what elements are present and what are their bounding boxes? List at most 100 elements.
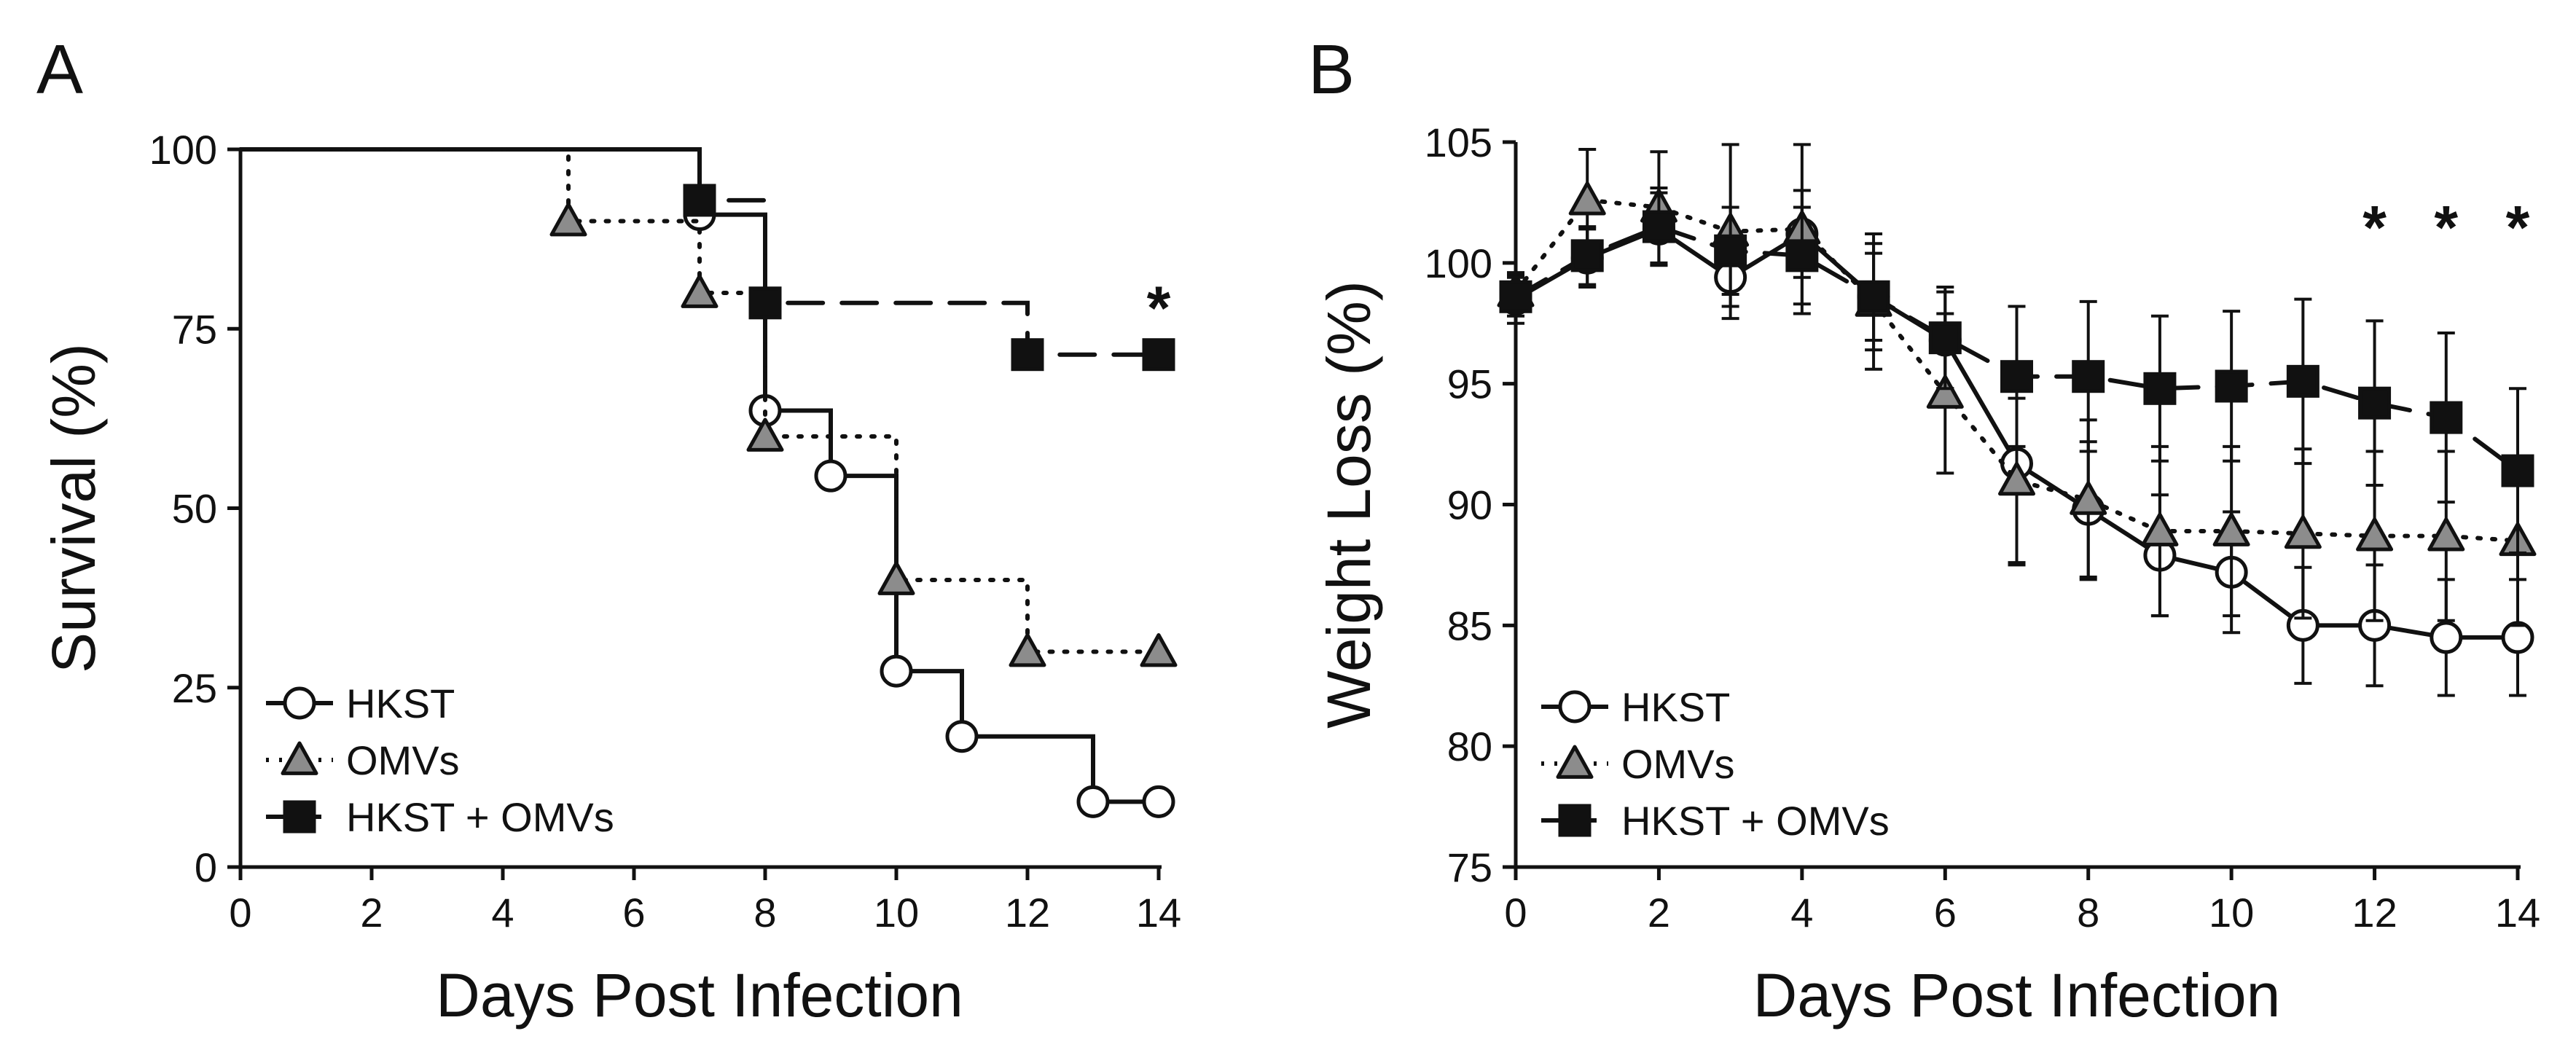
panel-a-significance-star: * — [1147, 274, 1171, 342]
panel-b-y-tick-label: 85 — [1447, 603, 1492, 648]
panel-b-legend-omvs-marker — [1556, 745, 1594, 779]
panel-a-x-tick-label: 10 — [874, 890, 919, 936]
panel-a-series-omvs-point — [1140, 633, 1178, 667]
panel-b-series-hkst-omvs-point — [2072, 360, 2105, 393]
panel-a-x-tick-label: 2 — [360, 890, 383, 936]
panel-b-series-hkst-omvs-point — [1928, 321, 1962, 355]
panel-a-series-hkst-omvs — [238, 147, 1175, 372]
panel-b-x-tick-label: 8 — [2077, 890, 2099, 936]
panel-a-legend-hkst-omvs-marker — [283, 800, 316, 834]
panel-b-series-hkst-omvs-point — [2143, 372, 2177, 405]
panel-a-x-tick-label: 12 — [1005, 890, 1050, 936]
panel-a-legend-omvs-label: OMVs — [346, 737, 460, 783]
panel-b-series-hkst-omvs-point — [2215, 369, 2248, 403]
panel-b-series-omvs-point — [2356, 517, 2394, 552]
panel-a-y-tick-label: 100 — [149, 127, 217, 173]
panel-b-series-hkst-point — [2501, 621, 2534, 654]
panel-a-series-omvs-point — [1009, 633, 1046, 667]
panel-b-series-hkst-omvs-point — [2000, 360, 2033, 393]
panel-a-label: A — [36, 31, 83, 109]
panel-a-legend-hkst-omvs-label: HKST + OMVs — [346, 794, 614, 840]
panel-b-x-tick-label: 6 — [1934, 890, 1957, 936]
panel-b-series-hkst-omvs-point — [1499, 280, 1532, 313]
panel-b-x-tick-label: 10 — [2209, 890, 2254, 936]
panel-a-x-tick-label: 14 — [1136, 890, 1181, 936]
panel-b-chart: 0 2 4 6 8 10 12 14 75 80 85 90 95 100 105 Days Post Inf… — [1315, 119, 2540, 1030]
panel-a-series-omvs-point — [549, 203, 587, 237]
panel-b-series-hkst-omvs-point — [2430, 401, 2463, 434]
panel-b-series-omvs-line — [1514, 197, 2520, 544]
panel-b-x-tick-label: 0 — [1504, 890, 1527, 936]
panel-a-series-omvs — [238, 147, 1178, 667]
panel-b-series-omvs-point — [2141, 512, 2179, 546]
panel-a-chart: 0 2 4 6 8 10 12 14 0 25 50 75 100 Days Post Infection… — [39, 127, 1181, 1030]
panel-b-legend-hkst: HKST — [1541, 684, 1730, 730]
panel-b-y-axis-title: Weight Loss (%) — [1315, 281, 1383, 729]
panel-b-x-tick-label: 4 — [1790, 890, 1813, 936]
panel-b-y-tick-label: 105 — [1425, 119, 1492, 165]
panel-b-legend-hkst-marker — [1558, 690, 1592, 724]
panel-b-legend-hkst-label: HKST — [1621, 684, 1730, 730]
panel-b-series-hkst-point — [2430, 621, 2463, 654]
panel-a-legend-omvs: OMVs — [266, 737, 460, 783]
panel-a-legend-hkst-label: HKST — [346, 681, 455, 726]
panel-b-series-hkst-omvs-point — [2501, 454, 2534, 487]
panel-a-series-hkst-omvs-point — [1011, 338, 1044, 372]
panel-a-series-hkst-point — [814, 459, 847, 493]
panel-b-series-omvs-point — [2070, 481, 2107, 515]
panel-b-series-omvs-point — [2427, 517, 2465, 552]
panel-b-series-omvs-point — [2284, 514, 2322, 549]
panel-a-series-omvs-point — [681, 274, 719, 308]
panel-a-x-tick-label: 4 — [491, 890, 514, 936]
panel-b-x-tick-label: 12 — [2352, 890, 2397, 936]
panel-b-series-hkst-omvs-point — [2358, 386, 2392, 420]
panel-a-series-hkst-omvs-point — [683, 184, 716, 217]
panel-a-series-hkst-point — [1076, 785, 1110, 818]
panel-a-legend-hkst-marker — [283, 686, 316, 720]
panel-b-series-hkst-omvs-point — [2286, 364, 2319, 398]
panel-b-significance-star: * — [2362, 193, 2387, 262]
panel-a-x-tick-label: 8 — [753, 890, 776, 936]
panel-b-series-hkst-omvs-point — [1570, 239, 1604, 272]
panel-a-series-hkst-omvs-line — [238, 147, 1161, 357]
panel-b-series-hkst-omvs-point — [1857, 280, 1890, 313]
panel-b-series-omvs-point — [2212, 512, 2250, 546]
panel-b-y-tick-label: 90 — [1447, 482, 1492, 528]
panel-b-legend-hkst-omvs: HKST + OMVs — [1541, 798, 1890, 844]
panel-a-series-hkst-point — [1142, 785, 1175, 818]
panel-a-y-tick-label: 0 — [195, 844, 217, 890]
panel-b-y-tick-label: 100 — [1425, 240, 1492, 286]
panel-a-series-omvs-point — [746, 417, 784, 452]
panel-b-series-omvs-point — [1998, 461, 2035, 496]
panel-b-significance-star: * — [2506, 193, 2530, 262]
panel-a-legend-omvs-marker — [281, 741, 318, 775]
panel-a-x-tick-label: 0 — [229, 890, 251, 936]
panel-a-y-tick-label: 75 — [172, 306, 217, 352]
panel-a-x-axis-title: Days Post Infection — [436, 961, 963, 1030]
panel-b-series-hkst-omvs-point — [1642, 210, 1675, 243]
panel-a-series-hkst-point — [880, 654, 913, 688]
panel-a-legend-hkst: HKST — [266, 681, 455, 726]
panel-b-legend-omvs: OMVs — [1541, 741, 1735, 787]
panel-b-series-hkst-omvs-point — [1714, 234, 1747, 267]
panel-a-series-hkst-omvs-point — [1142, 338, 1175, 372]
panel-b-series-omvs-point — [1568, 181, 1606, 216]
panel-a-y-tick-label: 25 — [172, 665, 217, 711]
panel-b-y-tick-label: 80 — [1447, 724, 1492, 769]
panel-a-legend-hkst-omvs: HKST + OMVs — [266, 794, 614, 840]
panel-a-series-hkst-point — [945, 720, 979, 753]
panel-b-legend-omvs-label: OMVs — [1621, 741, 1735, 787]
panel-b-legend-hkst-omvs-label: HKST + OMVs — [1621, 798, 1890, 844]
panel-a-y-tick-label: 50 — [172, 486, 217, 532]
panel-b-series-hkst-omvs — [1499, 187, 2534, 554]
panel-b-y-tick-label: 75 — [1447, 844, 1492, 890]
panel-a-series-omvs-point — [877, 561, 915, 595]
panel-b-label: B — [1308, 31, 1355, 109]
panel-b-series-hkst-omvs-point — [1785, 239, 1819, 272]
panel-b-y-tick-label: 95 — [1447, 361, 1492, 407]
panel-b-x-axis-title: Days Post Infection — [1753, 961, 2281, 1030]
panel-a-y-axis-title: Survival (%) — [39, 343, 108, 673]
panel-a-series-hkst-omvs-point — [748, 286, 782, 320]
panel-b-x-tick-label: 2 — [1648, 890, 1670, 936]
